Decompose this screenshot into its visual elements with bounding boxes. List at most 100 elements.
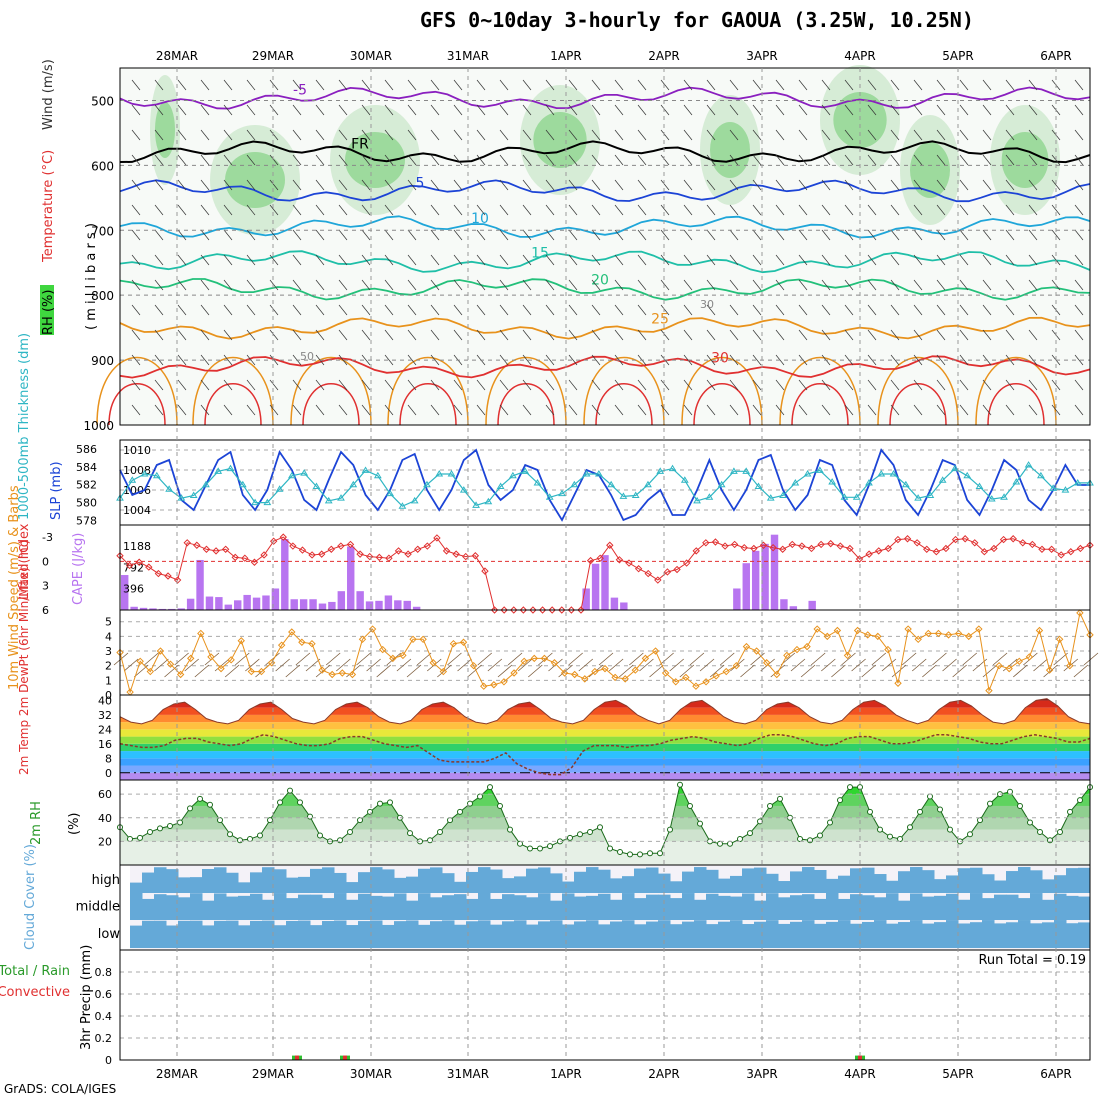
wind-barb xyxy=(936,304,946,316)
cloud-cell xyxy=(994,880,1007,893)
wind-barb xyxy=(522,304,532,316)
wind-barb xyxy=(683,79,693,91)
cloud-cell xyxy=(778,923,791,948)
wind-barb xyxy=(1074,404,1084,416)
thickness-marker xyxy=(373,471,382,479)
wind-barb-10m xyxy=(234,652,250,666)
cape-bar xyxy=(149,608,157,610)
wind-barb xyxy=(522,104,532,116)
wind-barb-10m xyxy=(608,658,624,672)
wind-marker xyxy=(146,667,155,676)
rh-marker xyxy=(347,828,353,835)
li-marker xyxy=(855,555,864,563)
wind-barb xyxy=(476,79,486,91)
wind-barb xyxy=(269,304,279,316)
rh-marker xyxy=(247,836,253,843)
wind-barb xyxy=(361,154,371,166)
wind-barb xyxy=(982,179,992,191)
rh-marker xyxy=(427,837,433,844)
wind-barb xyxy=(683,229,693,241)
wind-barb xyxy=(959,279,969,291)
wind-barb xyxy=(292,379,302,391)
wind-barb xyxy=(775,154,785,166)
wind-barb xyxy=(936,379,946,391)
wind-marker xyxy=(874,632,882,641)
wind-barb xyxy=(591,154,601,166)
wind-barb xyxy=(545,329,555,341)
wind-barb xyxy=(499,129,509,141)
wind-barb xyxy=(844,329,854,341)
wind-barb xyxy=(522,154,532,166)
wind-barb xyxy=(499,304,509,316)
temp-band xyxy=(120,729,1090,737)
wind-barb xyxy=(821,279,831,291)
wind-barb xyxy=(867,304,877,316)
wind-barb xyxy=(200,104,210,116)
cloud-cell xyxy=(298,920,311,948)
cape-bar xyxy=(290,599,298,610)
temp-tick: 24 xyxy=(98,723,112,736)
wind-barb xyxy=(982,79,992,91)
li-marker xyxy=(433,534,441,542)
rh-marker xyxy=(847,784,853,791)
cloud-cell xyxy=(970,893,983,920)
li-tick: -3 xyxy=(42,531,53,544)
thickness-marker xyxy=(288,471,296,479)
wind-barb xyxy=(522,204,532,216)
wind-barb xyxy=(614,204,624,216)
wind-barb xyxy=(1028,79,1038,91)
wind-barb xyxy=(913,229,923,241)
wind-barb xyxy=(384,79,394,91)
wind-barb xyxy=(752,279,762,291)
cloud-cell xyxy=(826,921,839,948)
wind-barb xyxy=(315,229,325,241)
temp-line xyxy=(119,698,1091,725)
wind-barb xyxy=(982,204,992,216)
cape-bar xyxy=(328,601,336,610)
wind-barb-10m xyxy=(821,658,836,672)
cloud-cell xyxy=(898,900,911,920)
cape-bar xyxy=(591,563,600,610)
wind-barb xyxy=(637,204,647,216)
cloud-cell xyxy=(778,897,791,920)
wind-barb xyxy=(407,179,417,191)
wind-barb xyxy=(706,154,716,166)
li-marker xyxy=(663,568,672,576)
wind-barb-10m xyxy=(194,664,210,678)
thickness-tick: 586 xyxy=(76,443,97,456)
wind-barb xyxy=(292,154,302,166)
wind-marker xyxy=(520,657,528,666)
li-marker xyxy=(990,544,998,553)
li-marker xyxy=(135,558,143,566)
cloud-cell xyxy=(802,920,815,948)
wind-barb xyxy=(407,204,417,216)
cloud-cell xyxy=(310,925,323,948)
wind-barb xyxy=(545,179,555,191)
li-marker xyxy=(577,606,585,614)
cloud-cell xyxy=(442,895,455,920)
cloud-cell xyxy=(298,894,311,920)
cloud-cell xyxy=(142,898,155,920)
li-marker xyxy=(154,569,163,578)
wind-barb xyxy=(752,154,762,166)
wind-barb xyxy=(223,179,233,191)
wind-barb xyxy=(499,279,509,291)
wind-barb xyxy=(982,229,992,241)
wind-barb xyxy=(614,304,624,316)
cloud-cell xyxy=(706,869,719,893)
wind-barb xyxy=(407,304,417,316)
cloud-cell xyxy=(130,925,143,948)
wind-barb xyxy=(545,229,555,241)
wind-barb xyxy=(890,154,900,166)
wind-marker xyxy=(732,661,741,670)
wind-barb xyxy=(982,254,992,266)
wind-barb xyxy=(292,329,302,341)
cloud-cell xyxy=(946,920,959,948)
wind-barb xyxy=(384,154,394,166)
li-marker xyxy=(490,606,499,614)
wind-barb xyxy=(292,229,302,241)
wind-barb xyxy=(982,304,992,316)
rh-marker xyxy=(1027,819,1033,826)
rh-marker xyxy=(227,831,233,838)
